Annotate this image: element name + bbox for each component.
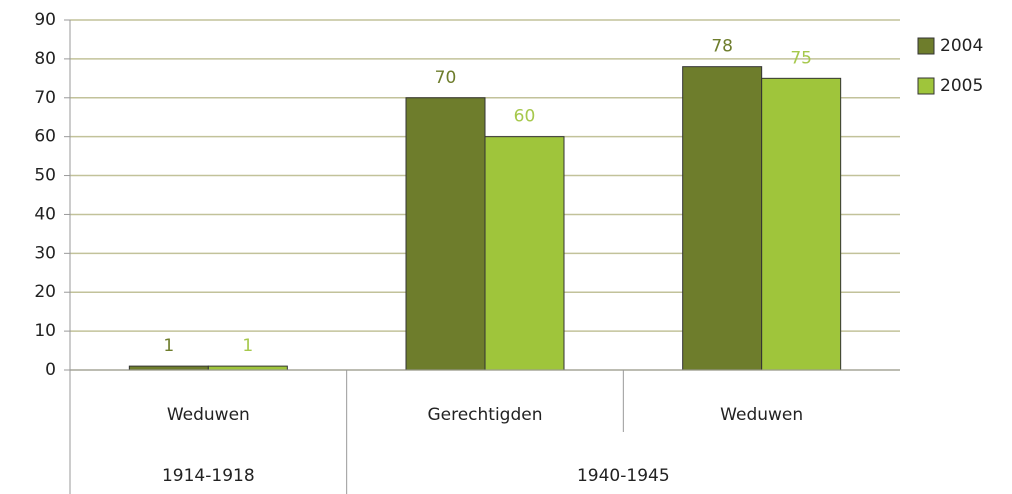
y-tick-label: 0 xyxy=(45,360,56,380)
data-label: 75 xyxy=(790,48,812,68)
group-label: 1940-1945 xyxy=(577,466,670,486)
x-tick-label: Weduwen xyxy=(167,405,250,425)
data-label: 1 xyxy=(163,336,174,356)
legend-label: 2005 xyxy=(940,76,983,96)
y-tick-label: 10 xyxy=(34,321,56,341)
y-tick-label: 50 xyxy=(34,166,56,186)
bar xyxy=(207,365,288,371)
y-tick-label: 40 xyxy=(34,204,56,224)
y-tick-label: 90 xyxy=(34,10,56,30)
bar xyxy=(128,365,209,371)
legend-swatch xyxy=(917,37,935,55)
data-label: 70 xyxy=(435,68,457,88)
bar xyxy=(484,136,565,371)
bar xyxy=(761,77,842,371)
y-tick-label: 20 xyxy=(34,282,56,302)
group-label: 1914-1918 xyxy=(162,466,255,486)
legend-label: 2004 xyxy=(940,36,983,56)
bar xyxy=(405,97,486,371)
y-tick-label: 80 xyxy=(34,49,56,69)
y-tick-label: 60 xyxy=(34,127,56,147)
y-tick-label: 70 xyxy=(34,88,56,108)
y-tick-label: 30 xyxy=(34,243,56,263)
legend-swatch xyxy=(917,77,935,95)
data-label: 1 xyxy=(242,336,253,356)
data-label: 78 xyxy=(711,37,733,57)
x-tick-label: Weduwen xyxy=(720,405,803,425)
data-label: 60 xyxy=(514,107,536,127)
bar xyxy=(682,66,763,371)
x-tick-label: Gerechtigden xyxy=(427,405,542,425)
